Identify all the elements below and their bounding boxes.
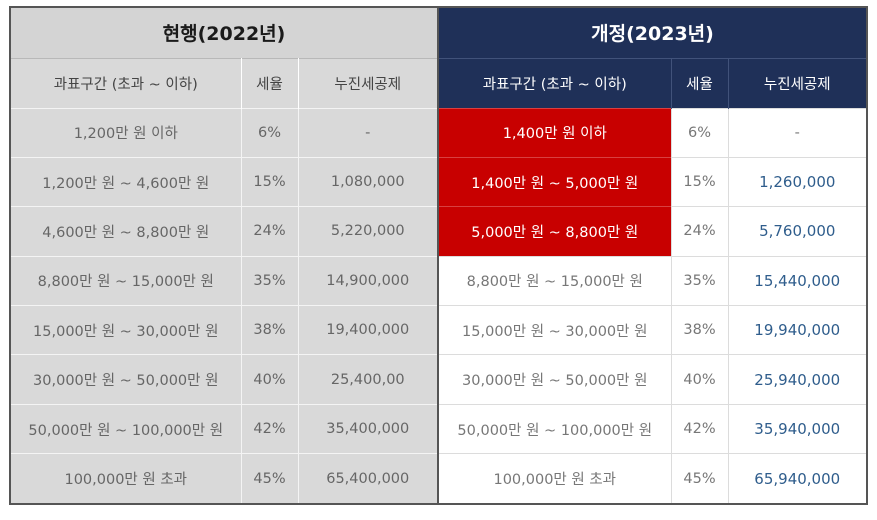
current-rate-cell: 24% [241, 206, 299, 257]
revised-rate-cell: 40% [671, 354, 729, 405]
current-bracket-cell: 100,000만 원 초과 [11, 453, 242, 504]
table-row: 100,000만 원 초과 45% 65,400,000 100,000만 원 … [11, 453, 866, 504]
current-bracket-cell: 15,000만 원 ~ 30,000만 원 [11, 305, 242, 355]
table-row: 4,600만 원 ~ 8,800만 원 24% 5,220,000 5,000만… [11, 206, 866, 257]
revised-header-bracket: 과표구간 (초과 ~ 이하) [438, 57, 672, 108]
current-deduction-cell: 65,400,000 [298, 453, 439, 504]
current-rate-cell: 6% [241, 107, 299, 158]
current-rate-cell: 42% [241, 403, 299, 454]
revised-bracket-cell: 50,000만 원 ~ 100,000만 원 [438, 403, 672, 454]
current-bracket-cell: 8,800만 원 ~ 15,000만 원 [11, 255, 242, 306]
current-deduction-cell: - [298, 107, 439, 158]
revised-header-rate: 세율 [671, 57, 729, 108]
current-bracket-cell: 1,200만 원 이하 [11, 107, 242, 158]
revised-title: 개정(2023년) [438, 8, 866, 58]
current-bracket-cell: 1,200만 원 ~ 4,600만 원 [11, 156, 242, 207]
current-title: 현행(2022년) [11, 8, 439, 58]
revised-bracket-cell-highlighted: 1,400만 원 이하 [438, 107, 672, 158]
current-bracket-cell: 30,000만 원 ~ 50,000만 원 [11, 354, 242, 405]
current-rate-cell: 38% [241, 305, 299, 355]
revised-bracket-cell: 15,000만 원 ~ 30,000만 원 [438, 305, 672, 355]
revised-deduction-cell: 25,940,000 [728, 354, 866, 405]
revised-rate-cell: 45% [671, 453, 729, 504]
table-row: 1,200만 원 이하 6% - 1,400만 원 이하 6% - [11, 107, 866, 158]
revised-rate-cell: 38% [671, 305, 729, 355]
revised-deduction-cell: 19,940,000 [728, 305, 866, 355]
revised-bracket-cell: 100,000만 원 초과 [438, 453, 672, 504]
current-deduction-cell: 5,220,000 [298, 206, 439, 257]
current-bracket-cell: 4,600만 원 ~ 8,800만 원 [11, 206, 242, 257]
table-row: 50,000만 원 ~ 100,000만 원 42% 35,400,000 50… [11, 403, 866, 454]
revised-rate-cell: 35% [671, 255, 729, 306]
revised-bracket-cell: 8,800만 원 ~ 15,000만 원 [438, 255, 672, 306]
revised-deduction-cell: 15,440,000 [728, 255, 866, 306]
revised-rate-cell: 42% [671, 403, 729, 454]
revised-deduction-cell: 1,260,000 [728, 156, 866, 207]
current-deduction-cell: 25,400,00 [298, 354, 439, 405]
revised-bracket-cell-highlighted: 5,000만 원 ~ 8,800만 원 [438, 206, 672, 257]
revised-rate-cell: 15% [671, 156, 729, 207]
revised-deduction-cell: 65,940,000 [728, 453, 866, 504]
table-row: 8,800만 원 ~ 15,000만 원 35% 14,900,000 8,80… [11, 255, 866, 306]
revised-header-deduction: 누진세공제 [728, 57, 866, 108]
current-deduction-cell: 14,900,000 [298, 255, 439, 306]
current-bracket-cell: 50,000만 원 ~ 100,000만 원 [11, 403, 242, 454]
current-header-bracket: 과표구간 (초과 ~ 이하) [11, 57, 242, 108]
revised-deduction-cell: - [728, 107, 866, 158]
current-deduction-cell: 35,400,000 [298, 403, 439, 454]
revised-rate-cell: 6% [671, 107, 729, 158]
current-rate-cell: 15% [241, 156, 299, 207]
table-row: 30,000만 원 ~ 50,000만 원 40% 25,400,00 30,0… [11, 354, 866, 405]
revised-rate-cell: 24% [671, 206, 729, 257]
tax-bracket-table-frame: 현행(2022년) 개정(2023년) 과표구간 (초과 ~ 이하) 세율 누진… [9, 6, 868, 505]
table-row: 15,000만 원 ~ 30,000만 원 38% 19,400,000 15,… [11, 305, 866, 355]
revised-deduction-cell: 5,760,000 [728, 206, 866, 257]
revised-deduction-cell: 35,940,000 [728, 403, 866, 454]
current-rate-cell: 35% [241, 255, 299, 306]
revised-bracket-cell-highlighted: 1,400만 원 ~ 5,000만 원 [438, 156, 672, 207]
current-rate-cell: 45% [241, 453, 299, 504]
current-deduction-cell: 19,400,000 [298, 305, 439, 355]
current-header-rate: 세율 [241, 57, 299, 108]
revised-bracket-cell: 30,000만 원 ~ 50,000만 원 [438, 354, 672, 405]
table-row: 1,200만 원 ~ 4,600만 원 15% 1,080,000 1,400만… [11, 156, 866, 207]
tax-bracket-comparison-table: 현행(2022년) 개정(2023년) 과표구간 (초과 ~ 이하) 세율 누진… [11, 8, 866, 504]
current-deduction-cell: 1,080,000 [298, 156, 439, 207]
current-header-deduction: 누진세공제 [298, 57, 439, 108]
current-rate-cell: 40% [241, 354, 299, 405]
